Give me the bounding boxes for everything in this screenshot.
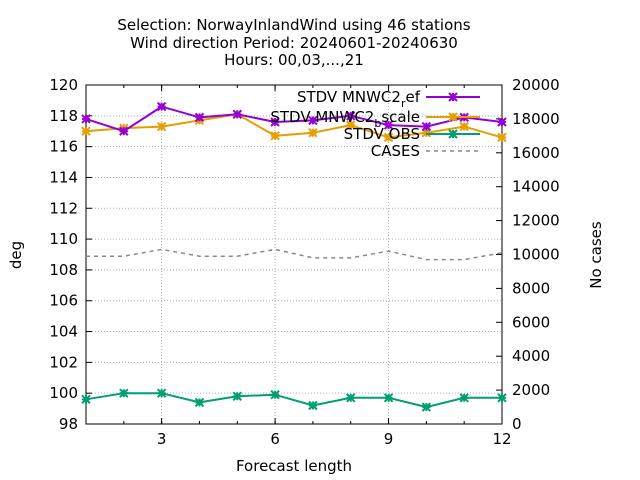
- data-point-1-7: [346, 120, 356, 130]
- y-tick-label: 116: [49, 138, 78, 156]
- y2-tick-label: 4000: [512, 347, 550, 365]
- y-tick-label: 106: [49, 292, 78, 310]
- legend-marker-1: [448, 112, 458, 122]
- data-point-0-9: [421, 121, 432, 132]
- x-tick-label: 12: [492, 430, 511, 448]
- tick-labels: 98 100 102 104 106 108 110 112 114 116 118 120 0 2000…: [49, 76, 559, 448]
- data-point-0-3: [194, 112, 205, 123]
- x-tick-label: 3: [157, 430, 167, 448]
- data-point-0-8: [383, 120, 394, 130]
- y2-tick-label: 6000: [512, 313, 550, 331]
- y2-axis-label: No cases: [587, 221, 605, 289]
- y2-tick-label: 2000: [512, 381, 550, 399]
- legend-marker-2: [448, 129, 458, 139]
- data-point-0-5: [270, 117, 280, 127]
- data-point-0-1: [119, 126, 129, 136]
- data-point-2-9: [421, 402, 432, 412]
- y2-tick-label: 14000: [512, 178, 560, 196]
- legend-label-3: CASES: [371, 142, 420, 160]
- data-point-1-10: [459, 121, 469, 132]
- data-point-1-11: [497, 132, 507, 143]
- data-point-2-3: [194, 397, 205, 408]
- data-point-2-5: [270, 390, 280, 400]
- y2-tick-label: 0: [512, 415, 522, 433]
- legend-label-0: STDV MNWC2ref: [297, 88, 421, 110]
- y2-tick-label: 8000: [512, 279, 550, 297]
- x-axis-label: Forecast length: [236, 457, 352, 475]
- y2-tick-label: 16000: [512, 144, 560, 162]
- data-point-2-1: [119, 388, 129, 398]
- data-point-1-0: [81, 126, 91, 136]
- title-line-1: Selection: NorwayInlandWind using 46 sta…: [117, 16, 470, 34]
- data-point-2-0: [81, 394, 91, 405]
- x-tick-label: 9: [384, 430, 394, 448]
- data-point-1-8: [383, 132, 394, 143]
- y-tick-label: 102: [49, 353, 78, 371]
- series-layer: [81, 101, 507, 412]
- axes: [85, 84, 503, 425]
- y-tick-label: 104: [49, 323, 78, 341]
- legend-label-1: STDV MNWC2bscale: [270, 108, 420, 130]
- y-tick-label: 98: [59, 415, 78, 433]
- y-tick-label: 112: [49, 199, 78, 217]
- chart-title: Selection: NorwayInlandWind using 46 sta…: [117, 16, 470, 69]
- y2-tick-label: 10000: [512, 246, 560, 264]
- data-point-0-11: [497, 117, 507, 127]
- series-line-1: [85, 113, 503, 139]
- data-point-2-4: [232, 391, 242, 401]
- y2-tick-label: 12000: [512, 212, 560, 230]
- y-tick-label: 100: [49, 384, 78, 402]
- y-tick-label: 120: [49, 76, 78, 94]
- data-point-2-8: [383, 393, 394, 403]
- y-tick-label: 108: [49, 261, 78, 279]
- data-point-2-7: [346, 393, 356, 403]
- title-line-3: Hours: 00,03,...,21: [224, 51, 364, 69]
- y-tick-label: 110: [49, 230, 78, 248]
- x-tick-label: 6: [270, 430, 280, 448]
- y2-tick-label: 18000: [512, 110, 560, 128]
- series-line-0: [85, 105, 503, 133]
- data-point-2-11: [497, 393, 507, 403]
- data-point-0-0: [81, 114, 91, 124]
- data-point-1-5: [270, 131, 280, 141]
- grid-lines: [86, 85, 502, 424]
- data-point-0-7: [346, 111, 356, 121]
- data-point-1-6: [308, 128, 318, 138]
- data-point-0-6: [308, 115, 318, 126]
- data-point-2-2: [156, 388, 167, 398]
- data-point-2-10: [459, 393, 469, 403]
- legend-label-2: STDV OBS: [344, 125, 420, 143]
- series-line-2: [85, 392, 502, 409]
- data-point-2-6: [308, 400, 318, 411]
- series-line-3: [86, 248, 503, 261]
- y-tick-label: 114: [49, 168, 78, 186]
- title-line-2: Wind direction Period: 20240601-20240630: [130, 34, 458, 52]
- data-point-0-4: [232, 109, 242, 119]
- legend-marker-0: [448, 92, 458, 102]
- y-tick-label: 118: [49, 107, 78, 125]
- data-point-1-2: [156, 121, 167, 132]
- plot-frame: [85, 84, 503, 425]
- data-point-0-2: [156, 101, 167, 112]
- y-axis-label: deg: [7, 241, 25, 269]
- y2-tick-label: 20000: [512, 76, 560, 94]
